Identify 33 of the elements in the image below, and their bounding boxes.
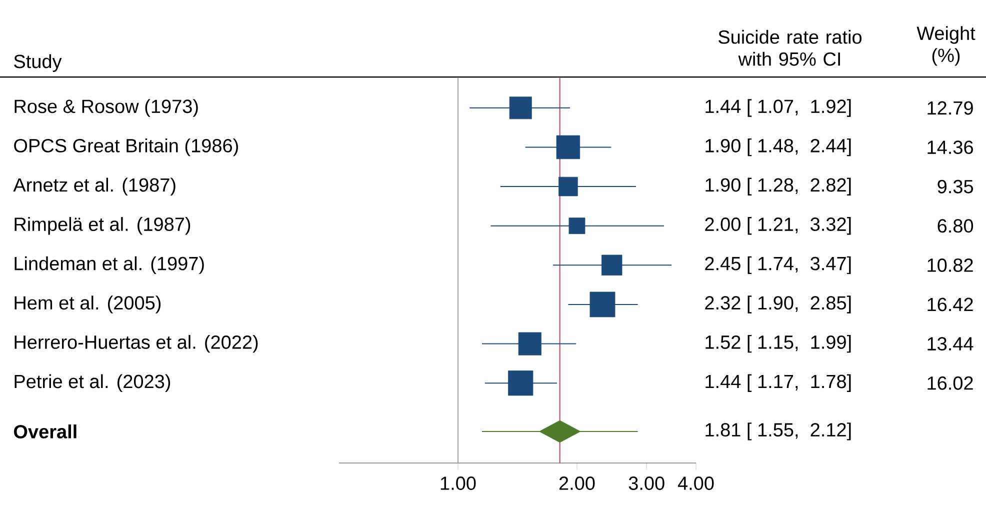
y-tick-label: Rose & Rosow (1973) [14, 99, 198, 117]
data-label: 2.32 [ 1.90, 2.85] [705, 296, 851, 314]
text: Suicide rate ratio with 95% CI [718, 30, 862, 66]
text: 14.36 [928, 140, 973, 154]
data-label: 1.90 [ 1.48, 2.44] [706, 138, 851, 156]
text: Weight (%) [916, 26, 976, 66]
text: 6.80 [938, 219, 974, 233]
x-tick-label: 4.00 [678, 476, 714, 490]
text: 1.81 [ 1.55, 2.12] [706, 422, 851, 440]
data-label: 1.52 [ 1.15, 1.99] [706, 334, 851, 353]
y-tick-label: Overall [14, 424, 76, 438]
text: 12.79 [928, 101, 973, 115]
y-tick-label: Lindeman et al. (1997) [14, 256, 204, 274]
text: 9.35 [938, 180, 974, 194]
x-tick-label: 2.00 [559, 476, 595, 490]
text: 13.44 [928, 337, 974, 351]
text: 16.42 [928, 298, 973, 312]
text: 16.02 [928, 376, 973, 390]
y-tick-label: Herrero-Huertas et al. (2022) [14, 334, 258, 353]
data-label: 1.44 [ 1.17, 1.78] [706, 374, 851, 392]
data-label: 1.44 [ 1.07, 1.92] [706, 99, 851, 117]
y-tick-label: Hem et al. (2005) [14, 296, 161, 314]
x-tick-label: 3.00 [628, 476, 664, 490]
y-tick-label: Petrie et al. (2023) [14, 374, 170, 392]
y-axis-title: Study [14, 54, 62, 72]
data-label: 2.45 [ 1.74, 3.47] [705, 256, 851, 274]
text: 10.82 [928, 258, 973, 272]
data-label: 1.90 [ 1.28, 2.82] [706, 178, 851, 196]
y-tick-label: Rimpelä et al. (1987) [14, 217, 190, 235]
data-label: 2.00 [ 1.21, 3.32] [705, 217, 851, 235]
x-tick-label: 1.00 [440, 476, 476, 490]
y-tick-label: Arnetz et al. (1987) [13, 178, 176, 196]
y-tick-label: OPCS Great Britain (1986) [14, 138, 238, 156]
